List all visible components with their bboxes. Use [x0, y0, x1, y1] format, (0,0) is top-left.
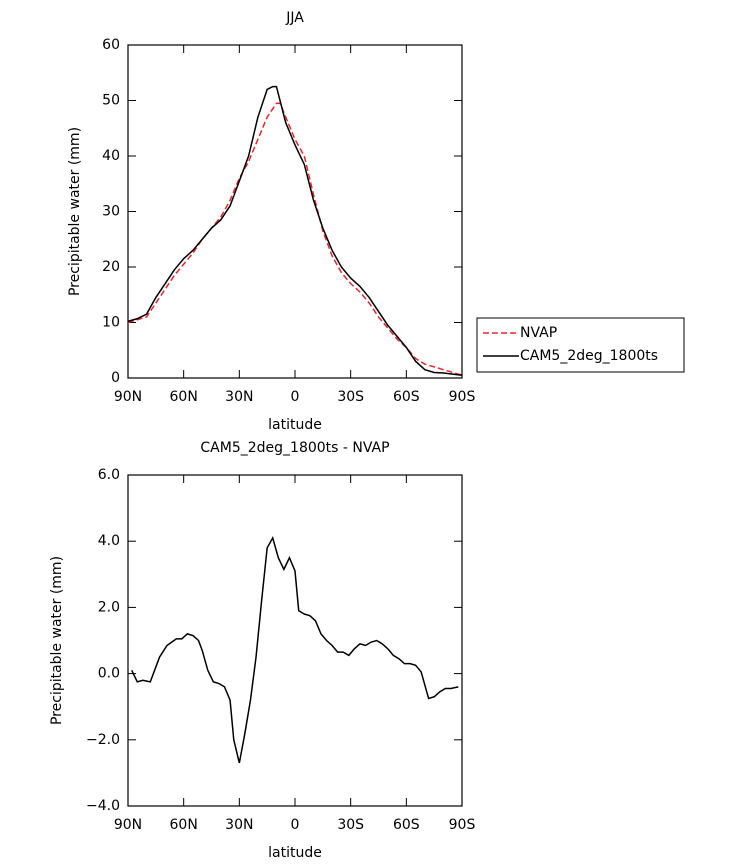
y-tick-label: −4.0	[86, 798, 120, 814]
y-tick-label: 40	[102, 148, 120, 164]
x-tick-label: 30S	[337, 817, 364, 833]
legend-label: NVAP	[520, 325, 557, 341]
x-axis-label: latitude	[268, 845, 322, 861]
y-axis-label: Precipitable water (mm)	[67, 127, 83, 296]
y-tick-label: 6.0	[98, 467, 120, 483]
legend-label: CAM5_2deg_1800ts	[520, 348, 658, 364]
x-tick-label: 30N	[225, 817, 253, 833]
x-tick-label: 90S	[449, 389, 476, 405]
y-tick-label: 20	[102, 259, 120, 275]
y-tick-label: 10	[102, 315, 120, 331]
y-tick-label: 30	[102, 204, 120, 220]
chart-title: CAM5_2deg_1800ts - NVAP	[200, 440, 389, 456]
y-axis-label: Precipitable water (mm)	[49, 556, 65, 725]
plot-frame	[127, 44, 463, 379]
plot-frame	[127, 474, 463, 807]
y-tick-label: −2.0	[86, 732, 120, 748]
x-tick-label: 30S	[337, 389, 364, 405]
y-tick-label: 0.0	[98, 666, 120, 682]
x-tick-label: 90S	[449, 817, 476, 833]
x-axis-label: latitude	[268, 417, 322, 433]
x-tick-label: 60S	[393, 817, 420, 833]
x-tick-label: 60S	[393, 389, 420, 405]
y-tick-label: 50	[102, 93, 120, 109]
x-tick-label: 30N	[225, 389, 253, 405]
y-tick-label: 0	[111, 370, 120, 386]
legend-box	[476, 317, 685, 373]
x-tick-label: 0	[291, 389, 300, 405]
x-tick-label: 0	[291, 817, 300, 833]
y-tick-label: 2.0	[98, 599, 120, 615]
x-tick-label: 90N	[114, 817, 142, 833]
chart-title: JJA	[285, 10, 304, 26]
x-tick-label: 90N	[114, 389, 142, 405]
data-line	[131, 535, 459, 764]
x-tick-label: 60N	[170, 389, 198, 405]
y-tick-label: 60	[102, 37, 120, 53]
y-tick-label: 4.0	[98, 533, 120, 549]
x-tick-label: 60N	[170, 817, 198, 833]
data-line	[127, 85, 463, 376]
